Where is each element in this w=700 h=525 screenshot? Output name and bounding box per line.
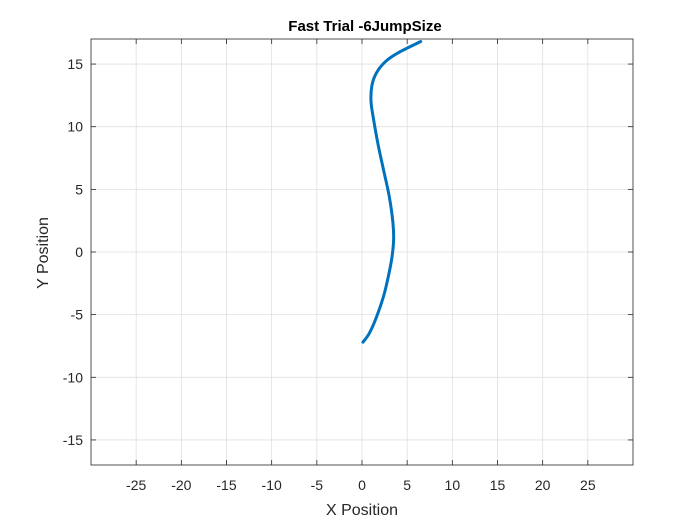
- y-tick-label: 10: [67, 119, 83, 135]
- x-tick-label: -20: [171, 477, 191, 493]
- x-tick-label: 5: [403, 477, 411, 493]
- series-layer: [361, 40, 423, 344]
- trajectory-line: [361, 40, 423, 344]
- x-tick-labels: -25 -20 -15 -10 -5 0 5 10 15 20 25: [126, 477, 596, 493]
- y-tick-label: 0: [75, 244, 83, 260]
- y-tick-label: -5: [71, 307, 84, 323]
- chart-title: Fast Trial -6JumpSize: [288, 18, 441, 35]
- y-tick-label: 15: [67, 56, 83, 72]
- x-tick-label: 20: [535, 477, 551, 493]
- x-tick-label: 25: [580, 477, 596, 493]
- y-tick-label: 5: [75, 181, 83, 197]
- x-axis-label: X Position: [326, 502, 398, 519]
- y-axis-label: Y Position: [35, 217, 52, 289]
- x-tick-label: -25: [126, 477, 146, 493]
- x-tick-label: -5: [311, 477, 324, 493]
- x-tick-label: -15: [216, 477, 236, 493]
- x-tick-label: 15: [490, 477, 506, 493]
- y-tick-label: -15: [63, 432, 83, 448]
- y-tick-labels: -15 -10 -5 0 5 10 15: [63, 56, 83, 448]
- x-tick-label: 0: [358, 477, 366, 493]
- x-tick-label: 10: [445, 477, 461, 493]
- grid: [91, 39, 633, 465]
- x-tick-label: -10: [262, 477, 282, 493]
- y-tick-label: -10: [63, 369, 83, 385]
- tick-marks: [91, 39, 633, 465]
